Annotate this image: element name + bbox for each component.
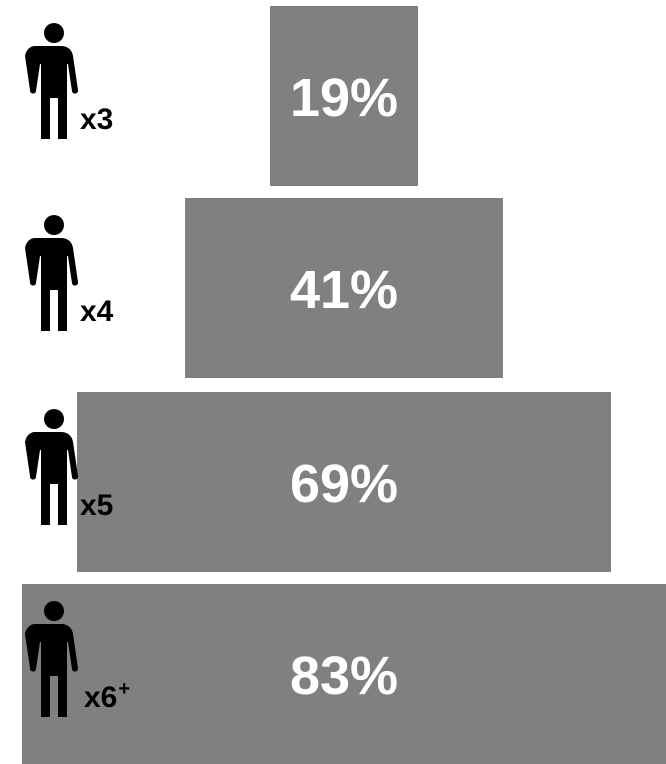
household-size-label: x5 — [80, 491, 113, 521]
bar-value-label: 83% — [290, 649, 398, 703]
person-icon — [24, 214, 84, 332]
household-size-text: x4 — [80, 295, 113, 328]
household-size-text: x5 — [80, 489, 113, 522]
household-size-text: x3 — [80, 103, 113, 136]
person-icon — [24, 22, 84, 140]
household-size-label: x4 — [80, 297, 113, 327]
household-size-label: x6+ — [84, 683, 130, 713]
person-icon — [24, 408, 84, 526]
bar-value-label: 41% — [290, 263, 398, 317]
household-size-superscript: + — [118, 678, 130, 700]
bar-value-label: 19% — [290, 71, 398, 125]
household-size-label: x3 — [80, 105, 113, 135]
household-size-text: x6 — [84, 681, 117, 714]
bar-value-label: 69% — [290, 457, 398, 511]
person-icon — [24, 600, 84, 718]
